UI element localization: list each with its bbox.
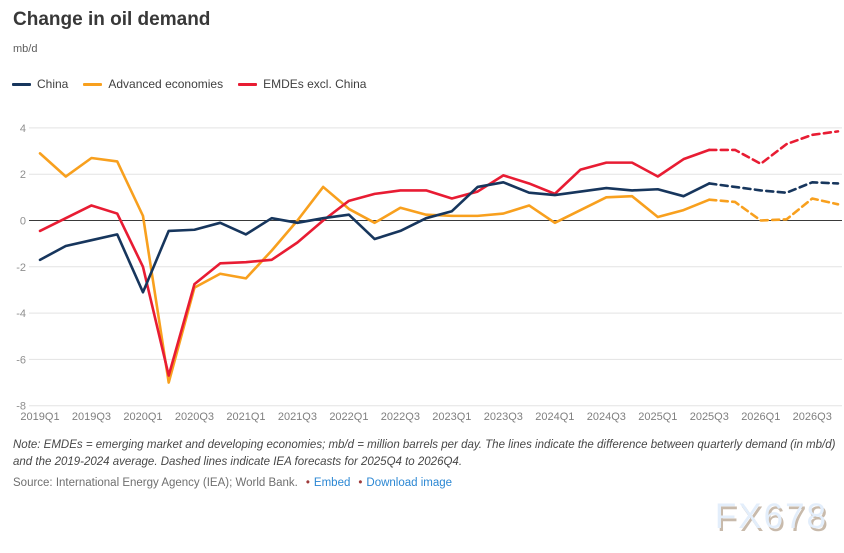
svg-text:2024Q3: 2024Q3 [587,411,626,423]
svg-text:-4: -4 [16,308,26,320]
chart-source-line: Source: International Energy Agency (IEA… [13,477,452,489]
svg-text:2021Q3: 2021Q3 [278,411,317,423]
legend-label: Advanced economies [108,77,224,91]
chart-legend: China Advanced economies EMDEs excl. Chi… [12,77,366,91]
svg-text:2022Q3: 2022Q3 [381,411,420,423]
y-axis-unit-label: mb/d [13,43,38,55]
emdes-line-swatch-icon [238,82,258,86]
china-line-swatch-icon [12,82,31,86]
svg-text:2019Q3: 2019Q3 [72,411,111,423]
download-image-link[interactable]: Download image [366,477,453,489]
svg-text:-2: -2 [16,262,26,274]
bullet-separator: • [358,477,363,489]
svg-text:4: 4 [20,123,26,135]
page-title: Change in oil demand [13,9,211,30]
svg-text:2023Q1: 2023Q1 [432,411,471,423]
legend-item-emdes-excl-china[interactable]: EMDEs excl. China [238,77,366,91]
svg-text:2022Q1: 2022Q1 [329,411,368,423]
svg-text:-6: -6 [16,354,26,366]
legend-label: EMDEs excl. China [263,77,367,91]
svg-text:2019Q1: 2019Q1 [20,411,59,423]
embed-link[interactable]: Embed [313,477,351,489]
chart-note: Note: EMDEs = emerging market and develo… [13,439,836,468]
source-text: Source: International Energy Agency (IEA… [13,477,298,489]
svg-text:2020Q1: 2020Q1 [123,411,162,423]
svg-text:2026Q3: 2026Q3 [793,411,832,423]
advanced-economies-line-swatch-icon [83,82,103,86]
svg-text:2024Q1: 2024Q1 [535,411,574,423]
svg-text:2023Q3: 2023Q3 [484,411,523,423]
svg-text:2025Q1: 2025Q1 [638,411,677,423]
svg-text:-8: -8 [16,401,26,413]
svg-text:2: 2 [20,169,26,181]
svg-text:2021Q1: 2021Q1 [226,411,265,423]
legend-item-china[interactable]: China [12,77,68,91]
svg-text:2025Q3: 2025Q3 [690,411,729,423]
svg-text:2026Q1: 2026Q1 [741,411,780,423]
legend-item-advanced-economies[interactable]: Advanced economies [83,77,223,91]
fx678-watermark: FX678 [714,497,828,536]
legend-label: China [37,77,69,91]
svg-text:0: 0 [20,216,26,228]
svg-text:2020Q3: 2020Q3 [175,411,214,423]
bullet-separator: • [305,477,310,489]
